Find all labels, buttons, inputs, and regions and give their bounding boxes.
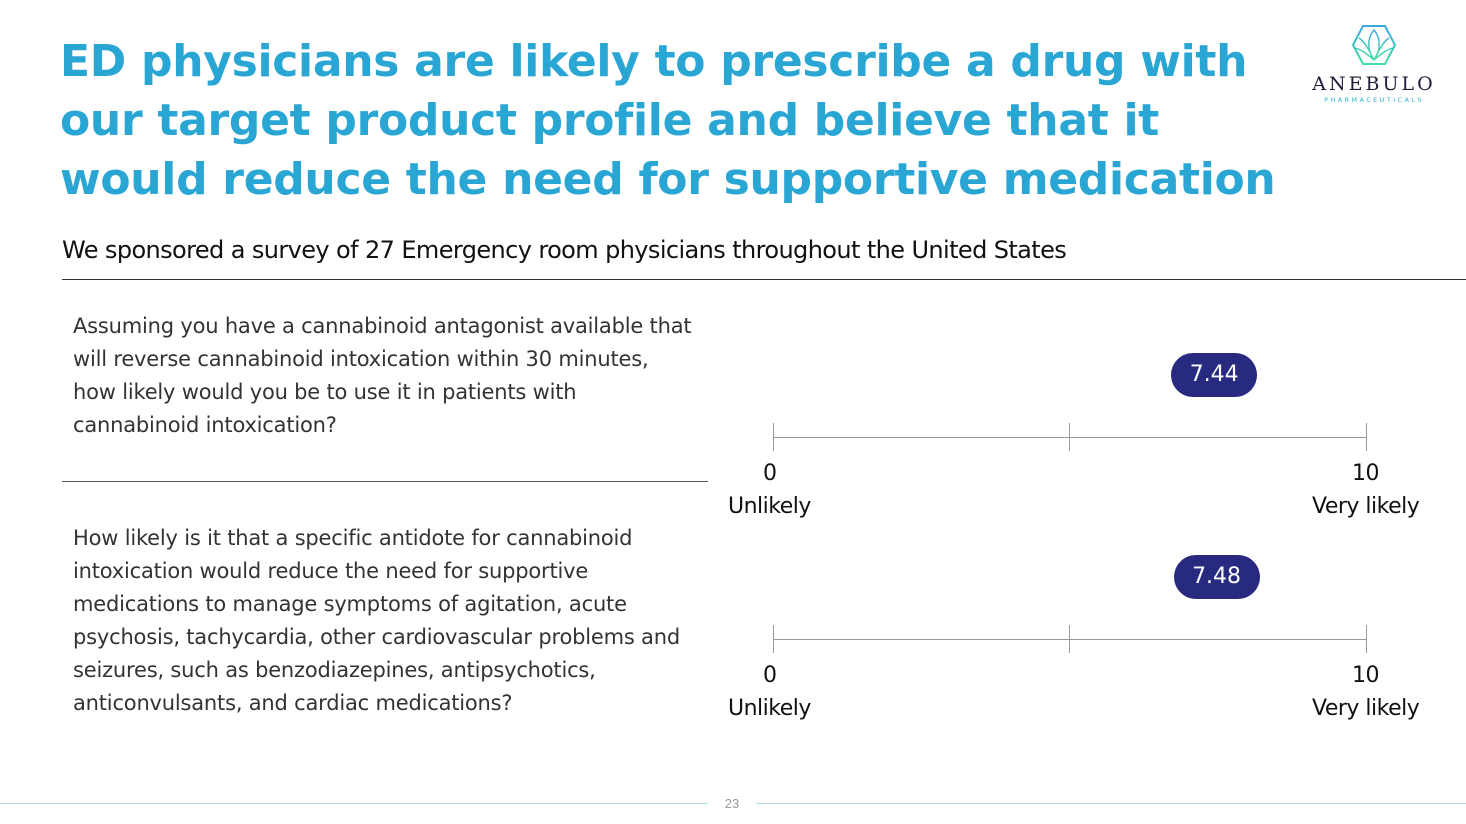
scale-tick-mid — [1069, 625, 1070, 653]
scale-1: 7.44 0 10 Unlikely Very likely — [700, 340, 1466, 540]
scale-tick-min — [773, 423, 774, 451]
footer-rule-right — [756, 803, 1466, 804]
subtitle-rule — [62, 279, 1466, 280]
scale-min-value: 0 — [763, 461, 777, 486]
logo-subtitle: PHARMACEUTICALS — [1324, 96, 1424, 104]
question-2-text: How likely is it that a specific antidot… — [73, 526, 680, 715]
scale-min-label: Unlikely — [728, 494, 811, 519]
scale-tick-max — [1366, 625, 1367, 653]
scale-max-value: 10 — [1352, 461, 1380, 486]
scale-2: 7.48 0 10 Unlikely Very likely — [700, 542, 1466, 742]
scale-tick-mid — [1069, 423, 1070, 451]
scale-tick-max — [1366, 423, 1367, 451]
slide-subtitle: We sponsored a survey of 27 Emergency ro… — [62, 236, 1067, 264]
logo-hexagon-icon — [1351, 25, 1397, 65]
scale-min-value: 0 — [763, 663, 777, 688]
page-number: 23 — [724, 796, 740, 811]
scale-max-value: 10 — [1352, 663, 1380, 688]
logo-name: ANEBULO — [1312, 73, 1436, 95]
question-divider — [62, 481, 708, 482]
scale-max-label: Very likely — [1312, 696, 1420, 721]
scale-min-label: Unlikely — [728, 696, 811, 721]
company-logo: ANEBULO PHARMACEUTICALS — [1306, 24, 1442, 104]
score-badge: 7.48 — [1173, 555, 1260, 599]
scale-max-label: Very likely — [1312, 494, 1420, 519]
footer-rule-left — [0, 803, 708, 804]
question-1-text: Assuming you have a cannabinoid antagoni… — [73, 314, 692, 437]
scale-tick-min — [773, 625, 774, 653]
slide-title: ED physicians are likely to prescribe a … — [60, 36, 1276, 205]
score-badge: 7.44 — [1171, 353, 1258, 397]
